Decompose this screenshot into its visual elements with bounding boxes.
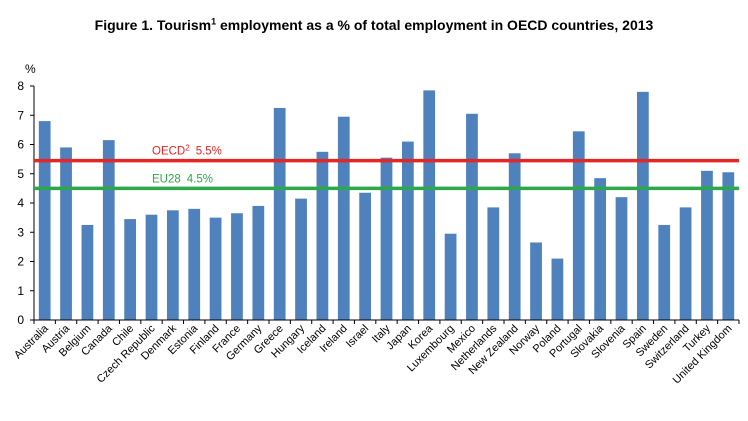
bar — [444, 233, 457, 320]
bar — [124, 219, 137, 320]
chart-title: Figure 1. Tourism1 employment as a % of … — [0, 17, 748, 33]
y-tick-label: 4 — [17, 196, 24, 210]
reference-label-name: EU28 — [152, 173, 181, 185]
reference-label-value: 5.5% — [196, 146, 222, 158]
bar — [166, 210, 179, 320]
y-tick-label: 8 — [17, 79, 24, 93]
chart-title-suffix: employment as a % of total employment in… — [216, 17, 654, 33]
reference-label-oecd: OECD2 5.5% — [152, 144, 222, 158]
x-axis: AustraliaAustriaBelgiumCanadaChileCzech … — [12, 319, 740, 386]
y-tick-label: 1 — [17, 284, 24, 298]
bar — [679, 207, 692, 320]
bar — [337, 116, 350, 321]
y-tick-label: 6 — [17, 138, 24, 152]
bar — [401, 141, 414, 320]
bar — [615, 197, 628, 320]
y-tick-label: 7 — [17, 108, 24, 122]
bar — [38, 121, 51, 320]
reference-label-eu28: EU28 4.5% — [152, 173, 213, 185]
bar — [658, 224, 671, 320]
bar — [380, 157, 393, 320]
reference-lines: OECD2 5.5% EU28 4.5% — [34, 144, 739, 191]
bar — [508, 153, 521, 320]
bar — [273, 107, 286, 320]
reference-label-name: OECD — [152, 146, 185, 158]
y-tick-label: 2 — [17, 255, 24, 269]
bar — [252, 205, 265, 320]
bar — [295, 198, 307, 320]
bar — [60, 147, 72, 320]
bar — [572, 131, 585, 320]
bar — [145, 214, 158, 320]
x-tick-label: Israel — [344, 323, 372, 351]
bar — [594, 178, 607, 320]
y-tick-label: 5 — [17, 167, 24, 181]
y-tick-label: 3 — [17, 225, 24, 239]
y-axis: 0 1 2 3 4 5 6 7 8% — [17, 62, 36, 327]
bar — [423, 90, 436, 320]
bar — [102, 140, 115, 320]
bar — [636, 91, 649, 320]
bar — [487, 207, 500, 320]
reference-label-superscript: 2 — [185, 144, 190, 153]
bar — [81, 224, 94, 320]
bar — [359, 192, 372, 320]
bar — [188, 208, 201, 320]
bar — [551, 258, 564, 320]
y-tick-label: 0 — [17, 313, 24, 327]
reference-label-value: 4.5% — [187, 173, 213, 185]
chart-title-prefix: Figure 1. Tourism — [94, 17, 212, 33]
bar — [316, 151, 329, 320]
bar — [722, 172, 735, 320]
chart-title-superscript: 1 — [211, 16, 217, 27]
bars — [38, 90, 735, 321]
bar — [231, 213, 243, 320]
bar — [466, 113, 478, 320]
y-axis-label: % — [25, 62, 36, 76]
bar — [209, 217, 222, 320]
bar — [530, 242, 542, 320]
bar — [701, 170, 713, 320]
